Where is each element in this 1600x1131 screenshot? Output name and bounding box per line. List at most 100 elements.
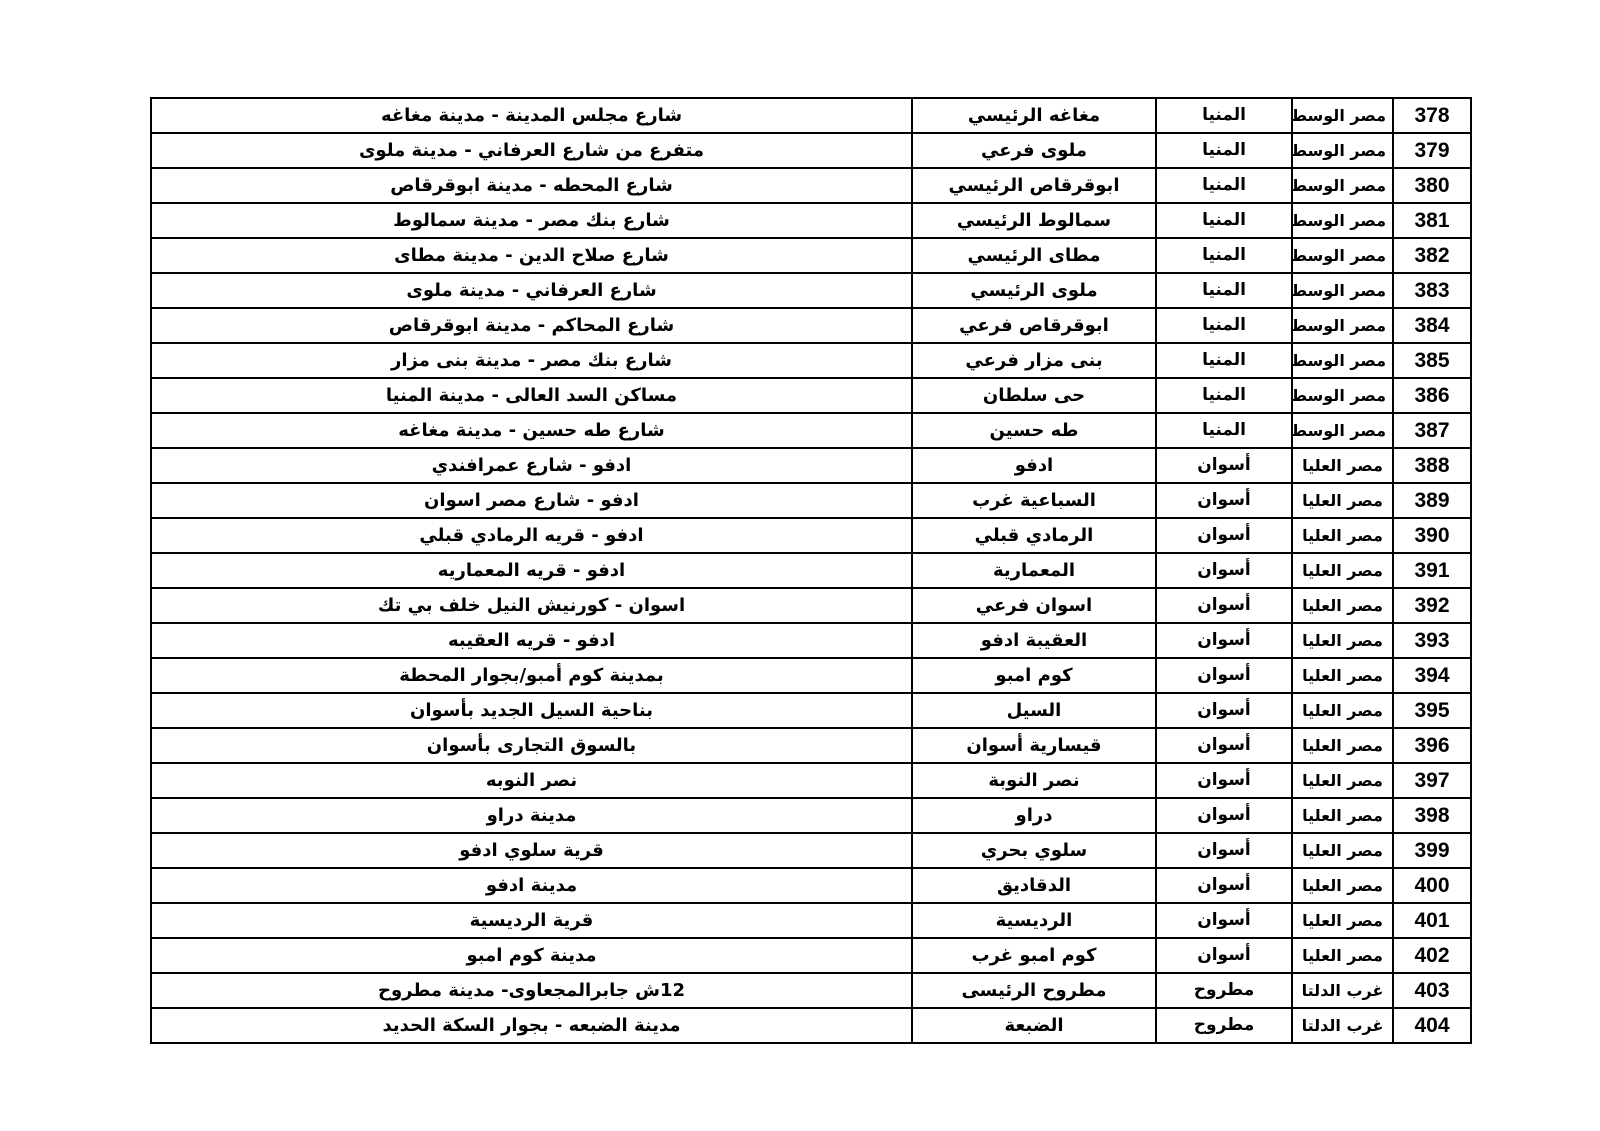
cell-serial-number: 383 — [1392, 272, 1472, 309]
cell-region: مصر الوسطى — [1291, 272, 1394, 309]
cell-region: مصر العليا — [1291, 902, 1394, 939]
cell-address: بالسوق التجارى بأسوان — [150, 727, 913, 764]
cell-governorate: المنيا — [1155, 342, 1293, 379]
cell-region: مصر الوسطى — [1291, 377, 1394, 414]
cell-serial-number: 391 — [1392, 552, 1472, 589]
table-row: 393 مصر العليا أسوان العقيبة ادفو ادفو - قري… — [150, 622, 1472, 659]
cell-governorate: المنيا — [1155, 132, 1293, 169]
cell-serial-number: 399 — [1392, 832, 1472, 869]
table-row: 395 مصر العليا أسوان السيل بناحية السيل الجد… — [150, 692, 1472, 729]
cell-region: مصر الوسطى — [1291, 167, 1394, 204]
cell-branch-name: مغاغه الرئيسي — [911, 97, 1157, 134]
cell-address: قرية الرديسية — [150, 902, 913, 939]
cell-address: شارع المحطه - مدينة ابوقرقاص — [150, 167, 913, 204]
cell-serial-number: 381 — [1392, 202, 1472, 239]
cell-region: مصر العليا — [1291, 867, 1394, 904]
cell-serial-number: 382 — [1392, 237, 1472, 274]
cell-region: مصر الوسطى — [1291, 132, 1394, 169]
cell-branch-name: مطاى الرئيسي — [911, 237, 1157, 274]
cell-branch-name: بنى مزار فرعي — [911, 342, 1157, 379]
cell-serial-number: 392 — [1392, 587, 1472, 624]
cell-region: مصر الوسطى — [1291, 97, 1394, 134]
cell-address: ادفو - قريه العقيبه — [150, 622, 913, 659]
cell-region: مصر العليا — [1291, 552, 1394, 589]
cell-governorate: المنيا — [1155, 97, 1293, 134]
cell-address: بناحية السيل الجديد بأسوان — [150, 692, 913, 729]
cell-address: مدينة الضبعه - بجوار السكة الحديد — [150, 1007, 913, 1044]
cell-branch-name: المعمارية — [911, 552, 1157, 589]
cell-branch-name: نصر النوبة — [911, 762, 1157, 799]
cell-branch-name: السيل — [911, 692, 1157, 729]
cell-serial-number: 393 — [1392, 622, 1472, 659]
cell-branch-name: اسوان فرعي — [911, 587, 1157, 624]
cell-serial-number: 396 — [1392, 727, 1472, 764]
cell-serial-number: 395 — [1392, 692, 1472, 729]
cell-address: ادفو - قريه الرمادي قبلي — [150, 517, 913, 554]
cell-region: مصر العليا — [1291, 727, 1394, 764]
cell-governorate: أسوان — [1155, 552, 1293, 589]
cell-serial-number: 404 — [1392, 1007, 1472, 1044]
cell-address: قرية سلوي ادفو — [150, 832, 913, 869]
cell-governorate: أسوان — [1155, 937, 1293, 974]
cell-branch-name: الضبعة — [911, 1007, 1157, 1044]
cell-serial-number: 379 — [1392, 132, 1472, 169]
cell-branch-name: كوم امبو غرب — [911, 937, 1157, 974]
cell-address: شارع طه حسين - مدينة مغاغه — [150, 412, 913, 449]
table-row: 400 مصر العليا أسوان الدقاديق مدينة ادفو — [150, 867, 1472, 904]
cell-governorate: مطروح — [1155, 1007, 1293, 1044]
cell-branch-name: طه حسين — [911, 412, 1157, 449]
cell-governorate: المنيا — [1155, 412, 1293, 449]
cell-governorate: أسوان — [1155, 517, 1293, 554]
table-row: 394 مصر العليا أسوان كوم امبو بمدينة كوم أمب… — [150, 657, 1472, 694]
cell-serial-number: 384 — [1392, 307, 1472, 344]
table-row: 403 غرب الدلتا مطروح مطروح الرئيسى 12ش جابرا… — [150, 972, 1472, 1009]
cell-region: مصر الوسطى — [1291, 307, 1394, 344]
cell-region: مصر العليا — [1291, 587, 1394, 624]
table-row: 388 مصر العليا أسوان ادفو ادفو - شارع عمرافن… — [150, 447, 1472, 484]
cell-branch-name: الدقاديق — [911, 867, 1157, 904]
table-row: 392 مصر العليا أسوان اسوان فرعي اسوان - كورن… — [150, 587, 1472, 624]
cell-serial-number: 400 — [1392, 867, 1472, 904]
cell-governorate: المنيا — [1155, 377, 1293, 414]
cell-governorate: أسوان — [1155, 832, 1293, 869]
cell-serial-number: 394 — [1392, 657, 1472, 694]
cell-serial-number: 387 — [1392, 412, 1472, 449]
cell-serial-number: 378 — [1392, 97, 1472, 134]
table-row: 396 مصر العليا أسوان قيسارية أسوان بالسوق ال… — [150, 727, 1472, 764]
cell-branch-name: سمالوط الرئيسي — [911, 202, 1157, 239]
cell-branch-name: ملوى فرعي — [911, 132, 1157, 169]
cell-address: مدينة كوم امبو — [150, 937, 913, 974]
table-row: 391 مصر العليا أسوان المعمارية ادفو - قريه ا… — [150, 552, 1472, 589]
cell-branch-name: دراو — [911, 797, 1157, 834]
cell-governorate: أسوان — [1155, 902, 1293, 939]
cell-region: مصر العليا — [1291, 517, 1394, 554]
table-row: 398 مصر العليا أسوان دراو مدينة دراو — [150, 797, 1472, 834]
cell-branch-name: الرمادي قبلي — [911, 517, 1157, 554]
cell-region: مصر العليا — [1291, 762, 1394, 799]
cell-address: ادفو - شارع عمرافندي — [150, 447, 913, 484]
cell-governorate: المنيا — [1155, 167, 1293, 204]
cell-governorate: أسوان — [1155, 622, 1293, 659]
cell-governorate: مطروح — [1155, 972, 1293, 1009]
cell-branch-name: كوم امبو — [911, 657, 1157, 694]
table-row: 404 غرب الدلتا مطروح الضبعة مدينة الضبعه - ب… — [150, 1007, 1472, 1044]
cell-governorate: أسوان — [1155, 727, 1293, 764]
cell-address: شارع مجلس المدينة - مدينة مغاغه — [150, 97, 913, 134]
cell-region: مصر الوسطى — [1291, 342, 1394, 379]
cell-region: مصر الوسطى — [1291, 237, 1394, 274]
cell-serial-number: 380 — [1392, 167, 1472, 204]
table-row: 390 مصر العليا أسوان الرمادي قبلي ادفو - قري… — [150, 517, 1472, 554]
cell-governorate: أسوان — [1155, 867, 1293, 904]
cell-branch-name: السباعية غرب — [911, 482, 1157, 519]
cell-branch-name: ملوى الرئيسي — [911, 272, 1157, 309]
cell-region: مصر العليا — [1291, 692, 1394, 729]
